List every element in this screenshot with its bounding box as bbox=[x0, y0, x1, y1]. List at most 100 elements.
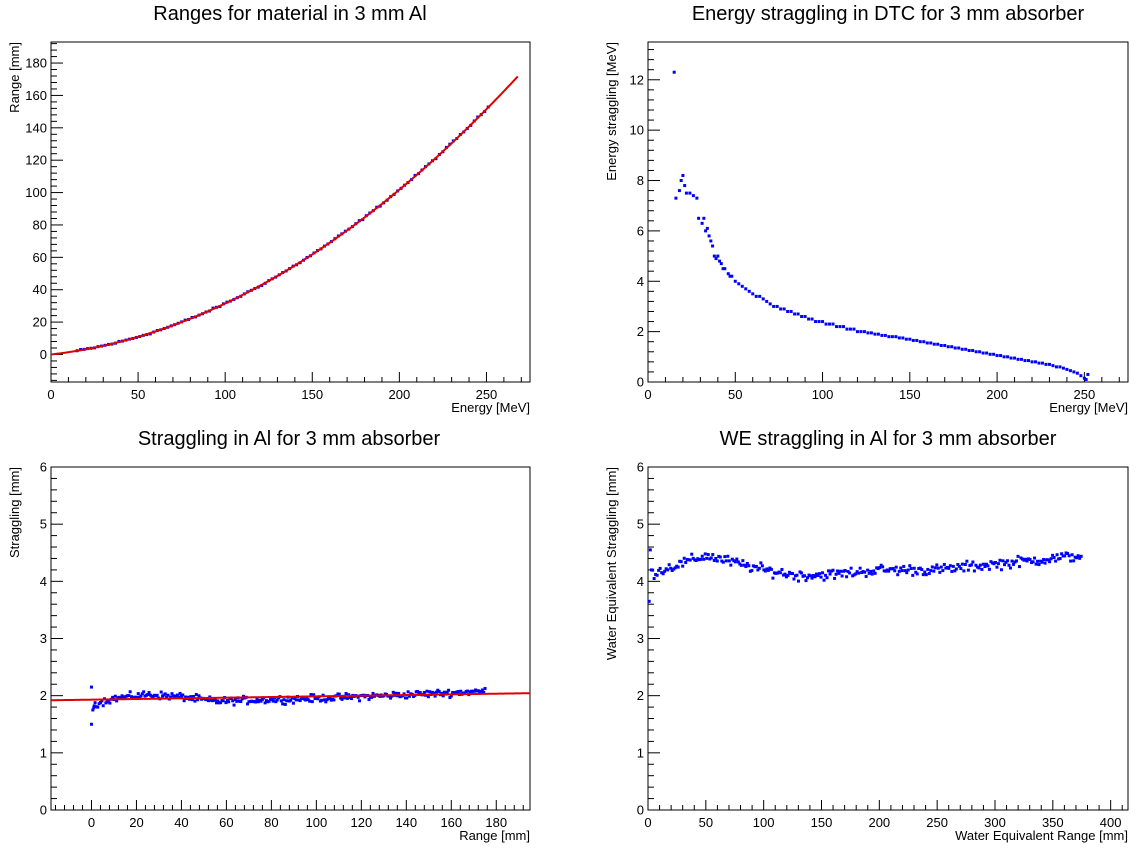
data-point bbox=[740, 284, 744, 288]
data-point bbox=[418, 691, 422, 695]
data-point bbox=[389, 696, 393, 700]
data-point bbox=[787, 570, 791, 574]
data-point bbox=[766, 568, 770, 572]
data-point bbox=[240, 697, 244, 701]
chart-title: Straggling in Al for 3 mm absorber bbox=[138, 428, 441, 450]
data-point bbox=[1023, 359, 1027, 363]
data-point bbox=[862, 330, 866, 334]
data-point bbox=[1073, 555, 1077, 559]
y-tick-label: 5 bbox=[40, 517, 47, 532]
data-point bbox=[652, 577, 656, 581]
data-point bbox=[93, 701, 97, 705]
data-point bbox=[1058, 365, 1062, 369]
data-point bbox=[108, 701, 112, 705]
data-point bbox=[992, 352, 996, 356]
data-point bbox=[100, 699, 104, 703]
data-point bbox=[747, 564, 751, 568]
data-point bbox=[765, 567, 769, 571]
data-point bbox=[922, 340, 926, 344]
data-point bbox=[971, 560, 975, 564]
data-point bbox=[660, 571, 664, 575]
data-point bbox=[918, 340, 922, 344]
data-point bbox=[1031, 560, 1035, 564]
data-point bbox=[655, 573, 659, 577]
data-point bbox=[233, 698, 237, 702]
data-point bbox=[957, 346, 961, 350]
data-point bbox=[836, 569, 840, 573]
data-point bbox=[405, 696, 409, 700]
data-point bbox=[909, 567, 913, 571]
data-point bbox=[394, 691, 398, 695]
data-point bbox=[894, 565, 898, 569]
data-point bbox=[754, 294, 758, 298]
data-point bbox=[447, 688, 451, 692]
data-point bbox=[190, 698, 194, 702]
data-point bbox=[648, 599, 651, 603]
data-point bbox=[723, 267, 727, 271]
data-point bbox=[943, 343, 947, 347]
y-tick-label: 20 bbox=[33, 315, 47, 330]
data-point bbox=[328, 696, 332, 700]
data-point bbox=[858, 566, 862, 570]
data-point bbox=[1070, 553, 1074, 557]
data-point bbox=[183, 695, 187, 699]
data-point bbox=[730, 274, 734, 278]
y-tick-label: 1 bbox=[637, 745, 644, 760]
data-point bbox=[271, 699, 275, 703]
data-point bbox=[1037, 563, 1041, 567]
data-point bbox=[708, 557, 712, 561]
data-point bbox=[672, 70, 676, 74]
data-point bbox=[1016, 554, 1020, 558]
data-point bbox=[786, 573, 790, 577]
x-tick-label: 250 bbox=[476, 387, 498, 402]
data-point bbox=[1030, 561, 1034, 565]
data-point bbox=[139, 694, 143, 698]
data-point bbox=[664, 567, 668, 571]
data-point bbox=[852, 327, 856, 331]
data-point bbox=[343, 696, 347, 700]
data-point bbox=[899, 566, 903, 570]
data-point bbox=[1025, 559, 1029, 563]
data-point bbox=[648, 548, 652, 552]
data-point bbox=[838, 325, 842, 329]
data-point bbox=[759, 561, 763, 565]
data-point bbox=[1018, 565, 1022, 569]
data-point bbox=[711, 244, 715, 248]
y-axis-label: Water Equivalent Straggling [mm] bbox=[604, 467, 619, 660]
data-point bbox=[995, 354, 999, 358]
data-point bbox=[1068, 369, 1072, 373]
data-point bbox=[771, 576, 775, 580]
data-point bbox=[426, 695, 430, 699]
data-point bbox=[799, 571, 803, 575]
data-point bbox=[344, 692, 348, 696]
data-point bbox=[978, 350, 982, 354]
data-point bbox=[867, 571, 871, 575]
data-point bbox=[685, 557, 689, 561]
data-point bbox=[775, 571, 779, 575]
fit-line bbox=[51, 692, 530, 702]
data-point bbox=[1001, 559, 1005, 563]
data-point bbox=[830, 569, 834, 573]
data-point bbox=[89, 722, 93, 726]
data-point bbox=[942, 562, 946, 566]
data-point bbox=[772, 304, 776, 308]
data-point bbox=[1065, 367, 1069, 371]
data-point bbox=[718, 555, 722, 559]
data-point bbox=[760, 564, 764, 568]
data-point bbox=[883, 333, 887, 337]
data-point bbox=[678, 559, 682, 563]
data-point bbox=[802, 574, 806, 578]
data-point bbox=[169, 695, 173, 699]
data-point bbox=[714, 556, 718, 560]
data-point bbox=[707, 234, 711, 238]
data-point bbox=[177, 695, 181, 699]
data-point bbox=[107, 699, 111, 703]
data-point bbox=[977, 566, 981, 570]
data-point bbox=[723, 555, 727, 559]
data-point bbox=[988, 352, 992, 356]
data-point bbox=[905, 571, 909, 575]
data-point bbox=[432, 691, 436, 695]
data-point bbox=[279, 699, 283, 703]
data-point bbox=[151, 695, 155, 699]
data-point bbox=[744, 565, 748, 569]
